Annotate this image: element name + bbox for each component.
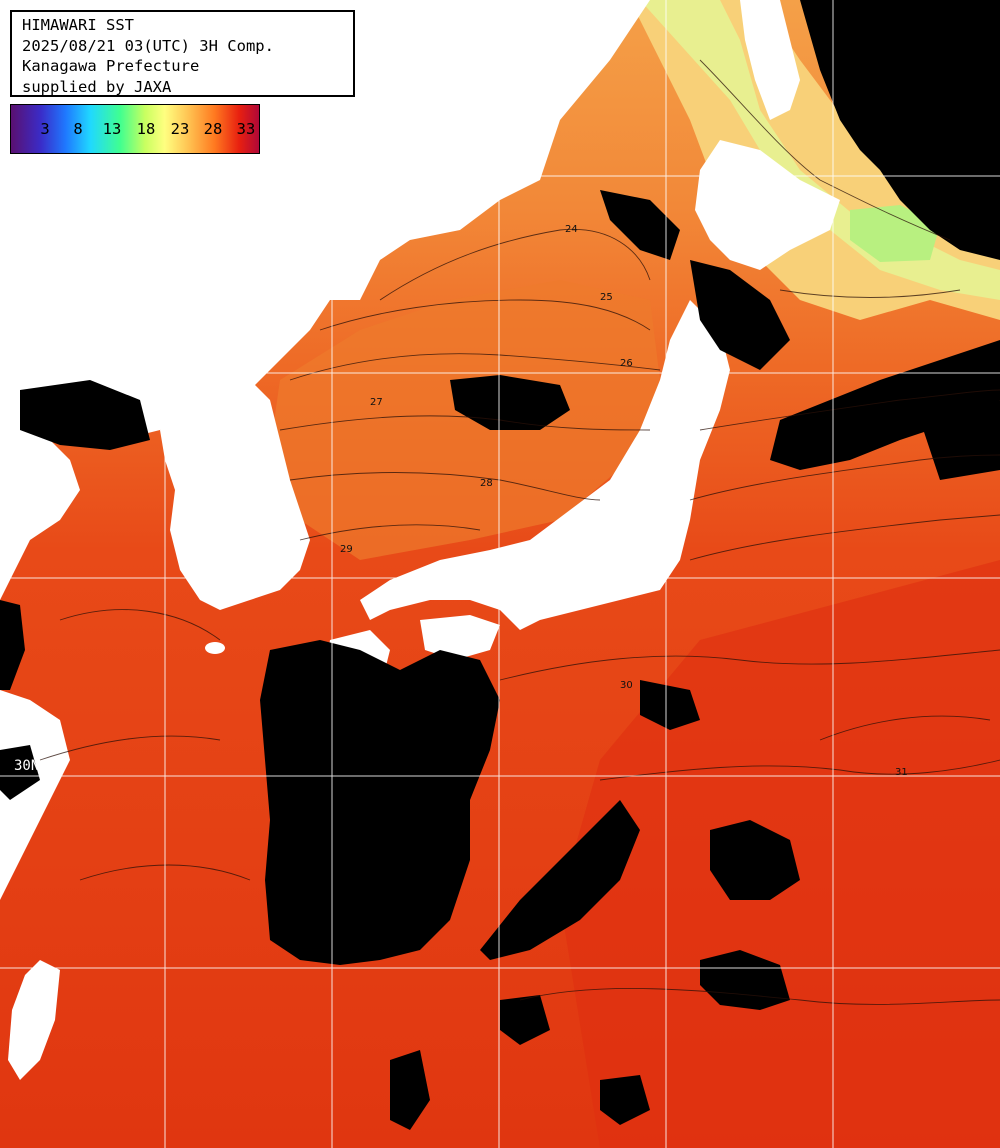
- contour-29: [299, 524, 481, 541]
- contour-label-27: 27: [370, 397, 383, 408]
- contour-label-25: 25: [600, 292, 613, 303]
- contour-label-26: 26: [620, 358, 633, 369]
- colorbar-tick-23: 23: [170, 120, 190, 138]
- lat-label-30n: 30N: [14, 758, 40, 774]
- sst-colorbar: 3 8 13 18 23 28 33: [10, 104, 260, 154]
- land-korea: [160, 380, 310, 610]
- contour-27: [279, 415, 651, 431]
- cloud-pacific-center: [640, 680, 700, 730]
- contour-label-31: 31: [895, 767, 908, 778]
- contour-29-west: [59, 609, 221, 641]
- contour-30-b: [39, 735, 221, 761]
- info-title: HIMAWARI SST: [22, 16, 134, 34]
- cloud-pacific-east-2: [700, 950, 790, 1010]
- contour-24: [379, 228, 651, 301]
- contour-label-30: 30: [620, 680, 633, 691]
- contour-north-1: [699, 59, 951, 241]
- contour-labels: 24 25 26 27 28 29 30 31: [340, 224, 908, 778]
- contour-28: [289, 472, 601, 501]
- cloud-north-sea: [600, 190, 680, 260]
- colorbar-tick-28: 28: [203, 120, 223, 138]
- cloud-south-1: [500, 995, 550, 1045]
- colorbar-tick-33: 33: [236, 120, 256, 138]
- cold-water-okhotsk: [640, 0, 1000, 300]
- cloud-korea-strait: [20, 380, 150, 450]
- cloud-pacific-band: [480, 800, 640, 960]
- lat-label-40n: 40N: [14, 352, 40, 368]
- contour-label-24: 24: [565, 224, 578, 235]
- cloud-south-2: [390, 1050, 430, 1130]
- info-datetime: 2025/08/21 03(UTC) 3H Comp.: [22, 36, 274, 55]
- land-hokkaido: [695, 140, 840, 270]
- cloud-kyushu-south: [260, 640, 500, 965]
- contour-29-east: [689, 514, 1000, 561]
- cloud-tohoku: [690, 260, 790, 370]
- land-china-coast: [0, 430, 80, 600]
- map-info-box: HIMAWARI SST 2025/08/21 03(UTC) 3H Comp.…: [10, 10, 355, 97]
- cloud-sw-1: [0, 745, 40, 800]
- contour-26: [289, 353, 661, 381]
- contour-label-29: 29: [340, 544, 353, 555]
- cloud-sea-of-japan: [450, 375, 570, 430]
- contour-27-east: [699, 389, 1000, 431]
- info-organization: Kanagawa Prefecture: [22, 57, 200, 75]
- cloud-china-1: [0, 600, 25, 690]
- contour-north-2: [779, 289, 961, 298]
- colorbar-tick-13: 13: [102, 120, 122, 138]
- contour-label-28: 28: [480, 478, 493, 489]
- land-islet-1: [398, 136, 426, 160]
- cloud-south-3: [600, 1075, 650, 1125]
- land-china-south: [0, 690, 70, 900]
- cloud-pacific-east-1: [710, 820, 800, 900]
- colorbar-tick-18: 18: [136, 120, 156, 138]
- cold-water-patch: [850, 205, 940, 262]
- land-shikoku: [420, 615, 500, 660]
- colorbar-tick-8: 8: [73, 120, 83, 138]
- sea-of-japan-warm: [270, 280, 660, 560]
- land-honshu: [360, 300, 730, 630]
- cloud-east-strip: [920, 400, 1000, 480]
- contour-30-e: [519, 988, 1000, 1005]
- contour-30-a: [499, 649, 1000, 681]
- contour-25: [319, 299, 651, 331]
- land-taiwan: [8, 960, 60, 1080]
- contour-31: [819, 715, 991, 741]
- sst-contours: [39, 59, 1000, 1005]
- contour-30-d: [79, 864, 251, 881]
- contour-30-c: [599, 759, 1000, 781]
- land-north-island: [740, 0, 800, 120]
- land-islet-2: [205, 642, 225, 654]
- colorbar-tick-3: 3: [40, 120, 50, 138]
- info-credit: supplied by JAXA: [22, 77, 172, 96]
- contour-28-east: [689, 454, 1000, 501]
- cloud-northeast: [800, 0, 1000, 260]
